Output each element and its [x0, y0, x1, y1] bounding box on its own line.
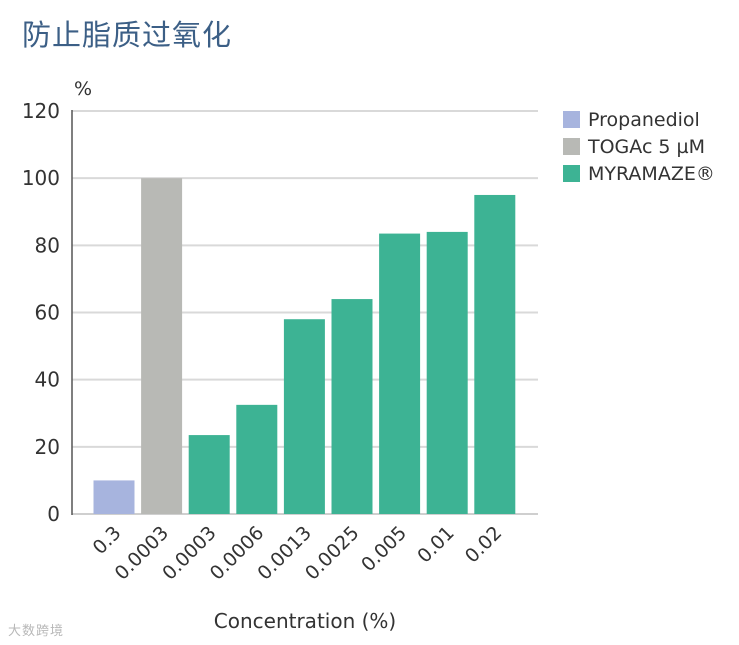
y-tick-label: 80: [35, 233, 60, 257]
y-tick-label: 100: [22, 166, 60, 190]
x-axis-title: Concentration (%): [214, 609, 396, 633]
watermark-text: 大数跨境: [8, 624, 65, 639]
x-tick-label: 0.005: [357, 522, 411, 576]
y-tick-label: 60: [35, 301, 60, 325]
legend-label: MYRAMAZE®: [588, 163, 715, 185]
y-tick-label: 20: [35, 435, 60, 459]
bar: [236, 404, 278, 514]
legend-swatch: [563, 165, 580, 182]
x-tick-label: 0.02: [461, 522, 506, 567]
x-tick-label: 0.3: [89, 522, 126, 559]
bar: [188, 435, 230, 514]
bar: [379, 233, 421, 514]
x-tick-label: 0.0025: [301, 522, 364, 585]
y-tick-label: 0: [47, 502, 60, 526]
bars: [93, 178, 516, 515]
chart-title: 防止脂质过氧化: [22, 18, 233, 52]
bar: [331, 299, 373, 514]
bar: [93, 480, 135, 514]
bar: [283, 319, 325, 514]
y-tick-label: 40: [35, 368, 60, 392]
x-tick-label: 0.01: [413, 522, 458, 567]
legend-swatch: [563, 111, 580, 128]
bar: [426, 231, 468, 514]
legend-swatch: [563, 138, 580, 155]
y-axis-ticks: 0 20 40 60 80 100 120: [22, 99, 60, 526]
bar: [141, 178, 183, 514]
y-tick-label: 120: [22, 99, 60, 123]
y-axis-unit-label: %: [74, 78, 92, 100]
legend-label: TOGAc 5 µM: [587, 136, 705, 158]
bar: [474, 194, 516, 515]
legend: Propanediol TOGAc 5 µM MYRAMAZE®: [563, 109, 715, 185]
legend-label: Propanediol: [588, 109, 700, 131]
